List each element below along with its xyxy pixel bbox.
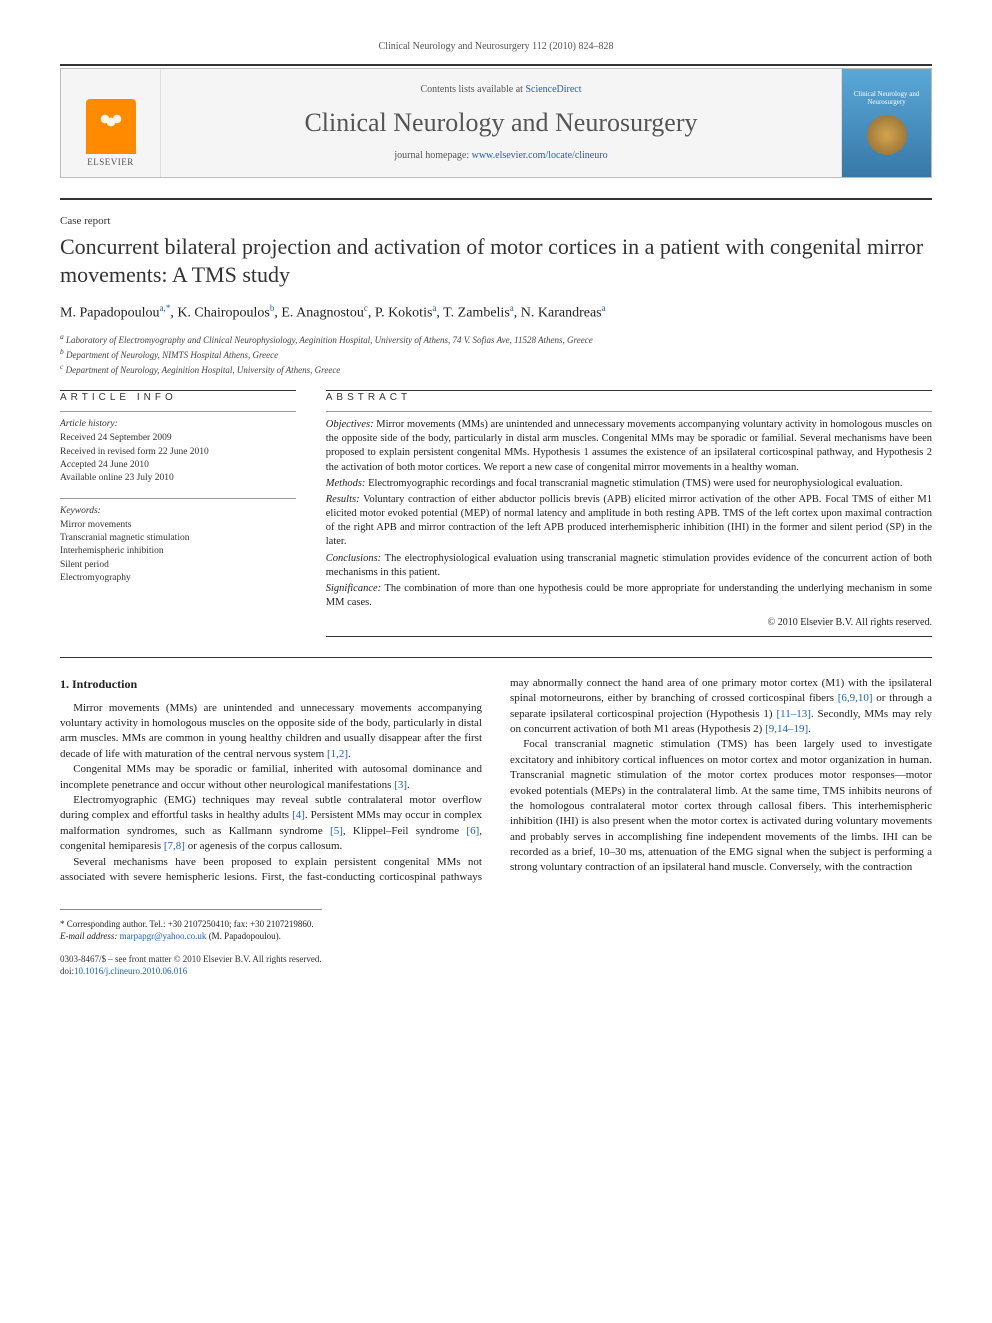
rule — [326, 411, 932, 412]
author-affil-sup: c — [364, 303, 368, 313]
article-title: Concurrent bilateral projection and acti… — [60, 233, 932, 288]
keyword: Interhemispheric inhibition — [60, 545, 296, 558]
info-abstract-row: article info Article history: Received 2… — [60, 390, 932, 637]
cover-art-icon — [867, 115, 907, 155]
homepage-link[interactable]: www.elsevier.com/locate/clineuro — [472, 150, 608, 161]
citation-link[interactable]: [4] — [292, 809, 305, 821]
email-owner: (M. Papadopoulou). — [209, 931, 281, 941]
affiliations: a Laboratory of Electromyography and Cli… — [60, 332, 932, 376]
article-info-column: article info Article history: Received 2… — [60, 390, 296, 637]
paragraph: Mirror movements (MMs) are unintended an… — [60, 701, 482, 763]
rule — [60, 498, 296, 499]
author: T. Zambelis — [443, 306, 510, 321]
keyword: Mirror movements — [60, 519, 296, 532]
keyword: Transcranial magnetic stimulation — [60, 532, 296, 545]
authors-line: M. Papadopouloua,*, K. Chairopoulosb, E.… — [60, 302, 932, 323]
citation-link[interactable]: [9,14–19] — [765, 723, 808, 735]
history-head: Article history: — [60, 418, 296, 431]
doi-label: doi: — [60, 966, 74, 976]
cover-title: Clinical Neurology and Neurosurgery — [848, 91, 925, 106]
rule — [60, 411, 296, 412]
contents-available-line: Contents lists available at ScienceDirec… — [171, 83, 831, 97]
author: P. Kokotis — [375, 306, 433, 321]
publisher-label: ELSEVIER — [87, 156, 134, 169]
paragraph: Electromyographic (EMG) techniques may r… — [60, 793, 482, 855]
keywords-block: Keywords: Mirror movements Transcranial … — [60, 505, 296, 586]
author: E. Anagnostou — [281, 306, 363, 321]
abstract-objectives: Mirror movements (MMs) are unintended an… — [326, 419, 932, 473]
abstract-conclusions-lead: Conclusions: — [326, 553, 381, 564]
rule — [326, 636, 932, 637]
copyright-line: © 2010 Elsevier B.V. All rights reserved… — [326, 616, 932, 630]
history-item: Available online 23 July 2010 — [60, 472, 296, 485]
author-affil-sup: b — [270, 303, 275, 313]
journal-title: Clinical Neurology and Neurosurgery — [171, 105, 831, 141]
article-info-head: article info — [60, 391, 296, 405]
abstract-column: abstract Objectives: Mirror movements (M… — [326, 390, 932, 637]
author: N. Karandreas — [521, 306, 602, 321]
keyword: Electromyography — [60, 572, 296, 585]
corresponding-tel-fax: * Corresponding author. Tel.: +30 210725… — [60, 918, 932, 930]
history-item: Received in revised form 22 June 2010 — [60, 446, 296, 459]
article-history-block: Article history: Received 24 September 2… — [60, 418, 296, 485]
author-affil-sup: a,* — [160, 303, 171, 313]
citation-link[interactable]: [6] — [466, 825, 479, 837]
citation-link[interactable]: [5] — [330, 825, 343, 837]
section-heading-intro: 1. Introduction — [60, 676, 482, 693]
paragraph: Focal transcranial magnetic stimulation … — [510, 737, 932, 876]
publisher-logo-block: ELSEVIER — [61, 69, 161, 177]
elsevier-tree-icon — [86, 99, 136, 154]
citation-link[interactable]: [11–13] — [776, 708, 810, 720]
doi-link[interactable]: 10.1016/j.clineuro.2010.06.016 — [74, 966, 187, 976]
sciencedirect-link[interactable]: ScienceDirect — [525, 84, 581, 95]
abstract-significance: The combination of more than one hypothe… — [326, 583, 932, 608]
body-text: 1. Introduction Mirror movements (MMs) a… — [60, 676, 932, 885]
abstract-methods-lead: Methods: — [326, 478, 366, 489]
history-item: Received 24 September 2009 — [60, 432, 296, 445]
article-type-label: Case report — [60, 214, 932, 229]
homepage-prefix: journal homepage: — [394, 150, 471, 161]
citation-link[interactable]: [6,9,10] — [838, 692, 873, 704]
journal-banner: ELSEVIER Contents lists available at Sci… — [60, 68, 932, 178]
author-affil-sup: a — [510, 303, 514, 313]
keywords-head: Keywords: — [60, 505, 296, 518]
abstract-text: Objectives: Mirror movements (MMs) are u… — [326, 418, 932, 630]
abstract-results: Voluntary contraction of either abductor… — [326, 494, 932, 548]
author: K. Chairopoulos — [177, 306, 270, 321]
contents-prefix: Contents lists available at — [420, 84, 525, 95]
citation-link[interactable]: [3] — [394, 779, 407, 791]
footer-doi-block: 0303-8467/$ – see front matter © 2010 El… — [60, 953, 932, 978]
homepage-line: journal homepage: www.elsevier.com/locat… — [171, 149, 831, 163]
abstract-results-lead: Results: — [326, 494, 360, 505]
abstract-methods: Electromyographic recordings and focal t… — [365, 478, 902, 489]
footer-separator — [60, 909, 322, 910]
abstract-conclusions: The electrophysiological evaluation usin… — [326, 553, 932, 578]
citation-link[interactable]: [1,2] — [327, 748, 348, 760]
abstract-objectives-lead: Objectives: — [326, 419, 374, 430]
author-affil-sup: a — [602, 303, 606, 313]
affiliation-c: Department of Neurology, Aeginition Hosp… — [66, 365, 341, 375]
affiliation-a: Laboratory of Electromyography and Clini… — [66, 335, 593, 345]
email-label: E-mail address: — [60, 931, 117, 941]
front-matter-line: 0303-8467/$ – see front matter © 2010 El… — [60, 953, 932, 966]
paragraph: Congenital MMs may be sporadic or famili… — [60, 762, 482, 793]
journal-cover-thumb: Clinical Neurology and Neurosurgery — [841, 69, 931, 177]
rule-top — [60, 64, 932, 66]
rule-full-width — [60, 657, 932, 658]
email-link[interactable]: marpapgr@yahoo.co.uk — [120, 931, 207, 941]
citation-link[interactable]: [7,8] — [164, 840, 185, 852]
corresponding-author-block: * Corresponding author. Tel.: +30 210725… — [60, 918, 932, 942]
abstract-significance-lead: Significance: — [326, 583, 381, 594]
rule-below-banner — [60, 198, 932, 200]
journal-reference: Clinical Neurology and Neurosurgery 112 … — [60, 40, 932, 54]
history-item: Accepted 24 June 2010 — [60, 459, 296, 472]
author-affil-sup: a — [432, 303, 436, 313]
abstract-head: abstract — [326, 391, 932, 405]
banner-center: Contents lists available at ScienceDirec… — [161, 69, 841, 177]
affiliation-b: Department of Neurology, NIMTS Hospital … — [66, 350, 278, 360]
author: M. Papadopoulou — [60, 306, 160, 321]
keyword: Silent period — [60, 559, 296, 572]
